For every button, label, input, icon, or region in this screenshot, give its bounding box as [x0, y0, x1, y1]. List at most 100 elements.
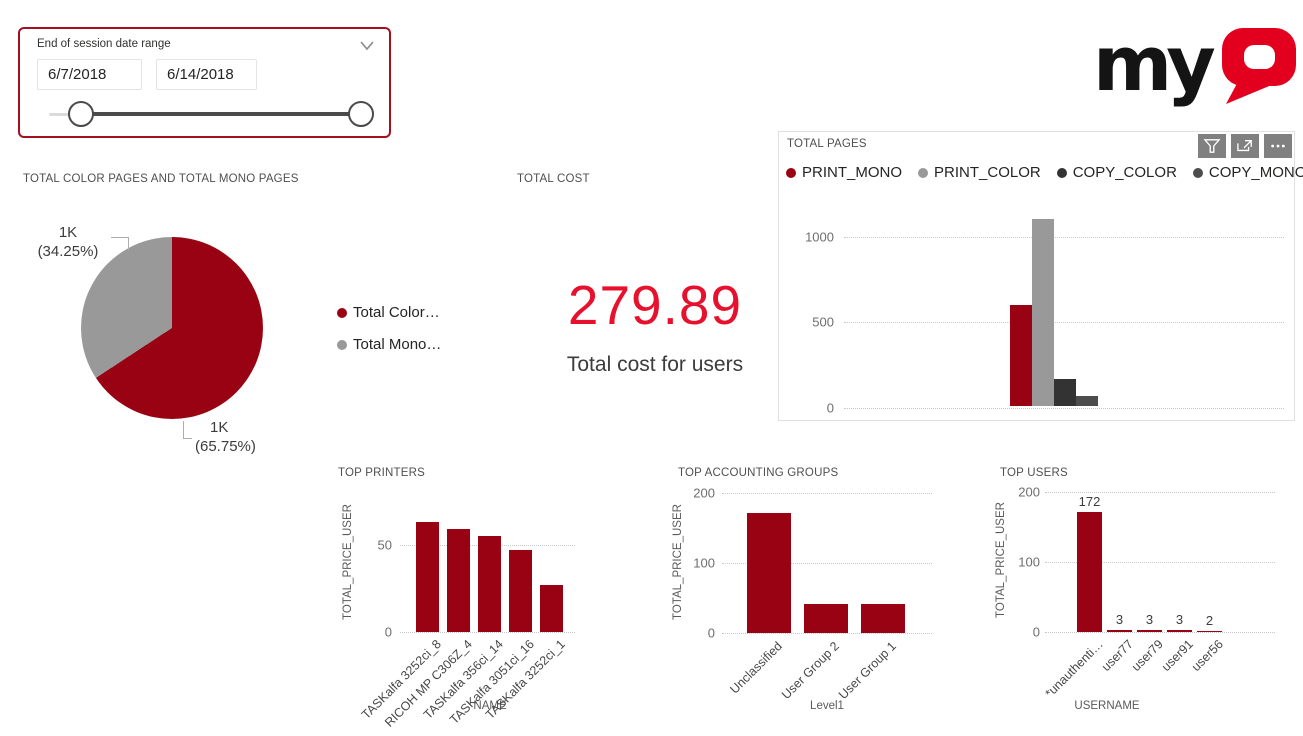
- legend-item[interactable]: PRINT_MONO: [786, 164, 902, 181]
- top-accounting-groups-visual: TOP ACCOUNTING GROUPS TOTAL_PRICE_USER L…: [660, 460, 975, 736]
- leader-line: [111, 237, 129, 238]
- bar-data-label: 3: [1115, 611, 1124, 627]
- myq-logo: my: [1093, 19, 1298, 108]
- gridline: [400, 632, 575, 633]
- y-tick-label: 100: [1018, 554, 1040, 570]
- logo-text-my: my: [1098, 24, 1215, 108]
- gridline: [1045, 492, 1275, 493]
- slider-handle-right[interactable]: [348, 101, 374, 127]
- bar[interactable]: [1137, 629, 1162, 632]
- bar[interactable]: [804, 603, 848, 633]
- category-label: user79: [1128, 637, 1166, 674]
- gridline: [1045, 632, 1275, 633]
- category-label: user91: [1158, 637, 1196, 674]
- legend-label: Total Mono…: [353, 336, 442, 353]
- visual-toolbar: [1198, 134, 1292, 158]
- end-date-input[interactable]: [156, 59, 257, 90]
- leader-line: [128, 237, 129, 250]
- y-tick-label: 0: [707, 625, 715, 641]
- legend-dot-icon: [337, 307, 347, 318]
- gridline: [722, 563, 932, 564]
- category-label: *unauthenti…: [1041, 637, 1106, 701]
- bar-data-label: 3: [1145, 611, 1154, 627]
- legend-dot-icon: [786, 167, 796, 178]
- category-label: user77: [1098, 637, 1136, 674]
- gridline: [844, 408, 1284, 409]
- pie-callout-mono: 1K (34.25%): [37, 224, 99, 260]
- y-tick-label: 100: [693, 555, 715, 571]
- gridline: [722, 633, 932, 634]
- card-value: 279.89: [567, 274, 743, 336]
- bar[interactable]: [747, 512, 791, 633]
- legend-label: PRINT_COLOR: [934, 164, 1041, 181]
- y-tick-label: 200: [693, 485, 715, 501]
- legend-item[interactable]: COPY_MONO: [1192, 164, 1303, 181]
- bar[interactable]: [1107, 629, 1132, 632]
- pie-visual: TOTAL COLOR PAGES AND TOTAL MONO PAGES 1…: [15, 165, 485, 465]
- legend-dot-icon: [918, 167, 929, 178]
- legend-label: COPY_MONO: [1208, 164, 1303, 181]
- card-caption: Total cost for users: [566, 353, 744, 376]
- chevron-down-icon[interactable]: [359, 39, 375, 51]
- date-range-slicer: End of session date range: [18, 27, 391, 138]
- gridline: [844, 236, 1284, 238]
- bar-data-label: 3: [1175, 611, 1184, 627]
- slider-track-unused[interactable]: [49, 113, 81, 116]
- legend-dot-icon: [1056, 167, 1067, 178]
- bar[interactable]: [1010, 304, 1032, 406]
- slicer-title: End of session date range: [37, 38, 171, 50]
- pie-callout-color: 1K (65.75%): [195, 419, 256, 455]
- y-tick-label: 50: [377, 537, 392, 553]
- bar[interactable]: [1167, 629, 1192, 632]
- legend-label: Total Color…: [353, 304, 440, 321]
- bar[interactable]: [509, 550, 532, 632]
- bar[interactable]: [1032, 219, 1054, 406]
- printers-x-axis-title: NAME: [473, 700, 507, 712]
- legend-item[interactable]: Total Color…: [337, 304, 441, 321]
- category-label: User Group 2: [778, 639, 842, 702]
- bar[interactable]: [861, 604, 905, 633]
- start-date-input[interactable]: [37, 59, 142, 90]
- groups-title: TOP ACCOUNTING GROUPS: [678, 467, 839, 479]
- focus-mode-icon[interactable]: [1231, 134, 1259, 158]
- legend-label: COPY_COLOR: [1072, 164, 1177, 181]
- slider-handle-left[interactable]: [68, 101, 94, 127]
- logo-q-shape: [1222, 28, 1296, 104]
- card-title: TOTAL COST: [517, 173, 590, 185]
- filter-icon[interactable]: [1198, 134, 1226, 158]
- legend-dot-icon: [337, 339, 347, 350]
- pages-legend: PRINT_MONO PRINT_COLOR COPY_COLOR COPY_MONO: [786, 164, 1303, 181]
- leader-line: [183, 421, 184, 438]
- pie-chart[interactable]: [81, 237, 263, 419]
- total-cost-card: TOTAL COST 279.89 Total cost for users: [505, 165, 805, 395]
- legend-item[interactable]: PRINT_COLOR: [918, 164, 1041, 181]
- slider-track-selected[interactable]: [81, 112, 361, 116]
- bar[interactable]: [1076, 395, 1098, 406]
- bar[interactable]: [447, 529, 470, 632]
- bar[interactable]: [1197, 630, 1222, 632]
- legend-item[interactable]: Total Mono…: [337, 336, 441, 353]
- more-options-icon[interactable]: [1264, 134, 1292, 158]
- gridline: [722, 493, 932, 494]
- leader-line: [183, 438, 192, 439]
- y-tick-label: 500: [812, 314, 834, 330]
- gridline: [844, 322, 1284, 324]
- gridline: [1045, 562, 1275, 563]
- pie-title: TOTAL COLOR PAGES AND TOTAL MONO PAGES: [23, 173, 299, 185]
- pages-title: TOTAL PAGES: [787, 138, 867, 150]
- printers-title: TOP PRINTERS: [338, 467, 425, 479]
- category-label: user56: [1188, 637, 1226, 674]
- users-x-axis-title: USERNAME: [1074, 700, 1140, 712]
- bar[interactable]: [478, 536, 501, 632]
- bar[interactable]: [1077, 511, 1102, 632]
- bar[interactable]: [1054, 378, 1076, 406]
- legend-item[interactable]: COPY_COLOR: [1056, 164, 1177, 181]
- y-tick-label: 1000: [805, 229, 834, 245]
- bar[interactable]: [540, 585, 563, 632]
- printers-y-axis-title: TOTAL_PRICE_USER: [342, 504, 354, 620]
- bar[interactable]: [416, 522, 439, 632]
- category-label: Unclassified: [727, 639, 785, 697]
- y-tick-label: 200: [1018, 484, 1040, 500]
- top-printers-visual: TOP PRINTERS TOTAL_PRICE_USER NAME 0 50 TA…: [330, 460, 645, 736]
- y-tick-label: 0: [826, 400, 834, 416]
